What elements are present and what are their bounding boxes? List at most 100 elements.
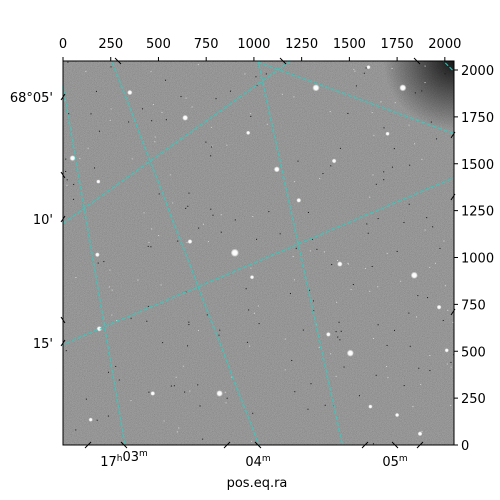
noise-speck — [416, 316, 418, 318]
noise-speck — [318, 346, 320, 348]
noise-speck — [429, 370, 431, 372]
noise-speck — [427, 297, 429, 299]
noise-speck — [409, 164, 411, 166]
vignette-corner — [63, 61, 454, 445]
ra-tick-label: 04m — [245, 454, 270, 470]
noise-speck — [391, 166, 393, 168]
noise-speck — [307, 408, 309, 410]
noise-speck — [414, 92, 416, 94]
noise-speck — [251, 440, 253, 442]
noise-speck — [73, 198, 75, 200]
noise-speck — [162, 342, 164, 344]
noise-speck — [338, 321, 340, 323]
star-source — [230, 248, 240, 258]
noise-speck — [128, 121, 130, 123]
noise-speck — [443, 240, 445, 242]
noise-speck — [211, 145, 213, 147]
noise-speck — [210, 208, 212, 210]
grid-line — [63, 81, 126, 445]
dec-tick — [60, 339, 66, 347]
noise-speck — [109, 269, 111, 271]
star-source — [127, 89, 133, 96]
right-tick-label: 0 — [461, 439, 469, 454]
noise-speck — [421, 158, 423, 160]
star-source — [150, 391, 156, 396]
noise-speck — [421, 430, 423, 432]
noise-speck — [158, 235, 160, 237]
noise-speck — [146, 320, 148, 322]
noise-speck — [130, 317, 132, 319]
noise-speck — [350, 289, 352, 291]
noise-speck — [279, 233, 281, 235]
noise-speck — [310, 383, 312, 385]
noise-speck — [396, 250, 398, 252]
noise-speck — [375, 374, 377, 376]
noise-speck — [452, 321, 454, 323]
noise-speck — [331, 264, 333, 266]
star-source — [296, 197, 302, 203]
top-tick-label: 0 — [59, 37, 67, 52]
noise-speck — [337, 336, 339, 338]
noise-speck — [68, 113, 70, 115]
noise-speck — [424, 82, 426, 84]
noise-speck — [175, 376, 177, 378]
grid-line — [63, 177, 454, 346]
noise-speck — [319, 178, 321, 180]
noise-speck — [394, 329, 396, 331]
top-tick-label: 1250 — [285, 37, 318, 52]
noise-speck — [417, 295, 419, 297]
noise-speck — [184, 391, 186, 393]
noise-speck — [293, 279, 295, 281]
ra-tick — [223, 441, 231, 449]
noise-speck — [141, 108, 143, 110]
noise-speck — [386, 252, 388, 254]
star-source — [312, 84, 320, 92]
noise-speck — [403, 221, 405, 223]
noise-speck — [293, 181, 295, 183]
star-source — [368, 404, 373, 409]
noise-speck — [432, 226, 434, 228]
noise-speck — [330, 353, 332, 355]
noise-speck — [355, 85, 357, 87]
noise-speck — [365, 67, 367, 69]
ra-tick — [84, 441, 92, 449]
noise-speck — [219, 329, 221, 331]
noise-speck — [265, 73, 267, 75]
noise-speck — [75, 429, 77, 431]
ra-tick — [416, 441, 424, 449]
noise-speck — [347, 112, 349, 114]
noise-speck — [188, 192, 190, 194]
noise-speck — [412, 406, 414, 408]
noise-speck — [169, 174, 171, 176]
sky-image — [63, 61, 454, 445]
star-source — [337, 261, 343, 267]
noise-speck — [180, 96, 182, 98]
noise-speck — [309, 289, 311, 291]
noise-speck — [335, 331, 337, 333]
noise-speck — [197, 329, 199, 331]
dec-tick — [60, 171, 66, 179]
dec-tick-label: 10' — [33, 213, 53, 228]
noise-speck — [206, 314, 208, 316]
noise-speck — [408, 124, 410, 126]
noise-speck — [244, 73, 246, 75]
noise-speck — [347, 262, 349, 264]
noise-speck — [424, 229, 426, 231]
coordinate-grid — [63, 61, 454, 445]
ra-tick — [413, 57, 421, 65]
noise-speck — [408, 312, 410, 314]
noise-speck — [229, 90, 231, 92]
star-source — [385, 131, 390, 136]
noise-speck — [444, 73, 446, 75]
noise-speck — [65, 158, 67, 160]
noise-speck — [253, 312, 255, 314]
right-tick-label: 2000 — [461, 64, 494, 79]
noise-speck — [371, 266, 373, 268]
noise-speck — [189, 390, 191, 392]
noise-speck — [188, 324, 190, 326]
noise-speck — [250, 113, 252, 115]
noise-speck — [151, 120, 153, 122]
star-source — [410, 271, 418, 279]
noise-speck — [165, 79, 167, 81]
noise-speck — [73, 183, 75, 185]
